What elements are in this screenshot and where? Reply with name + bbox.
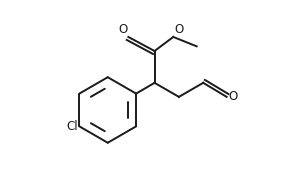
Text: O: O — [174, 23, 184, 36]
Text: O: O — [228, 90, 237, 103]
Text: O: O — [118, 23, 127, 36]
Text: Cl: Cl — [66, 120, 78, 133]
